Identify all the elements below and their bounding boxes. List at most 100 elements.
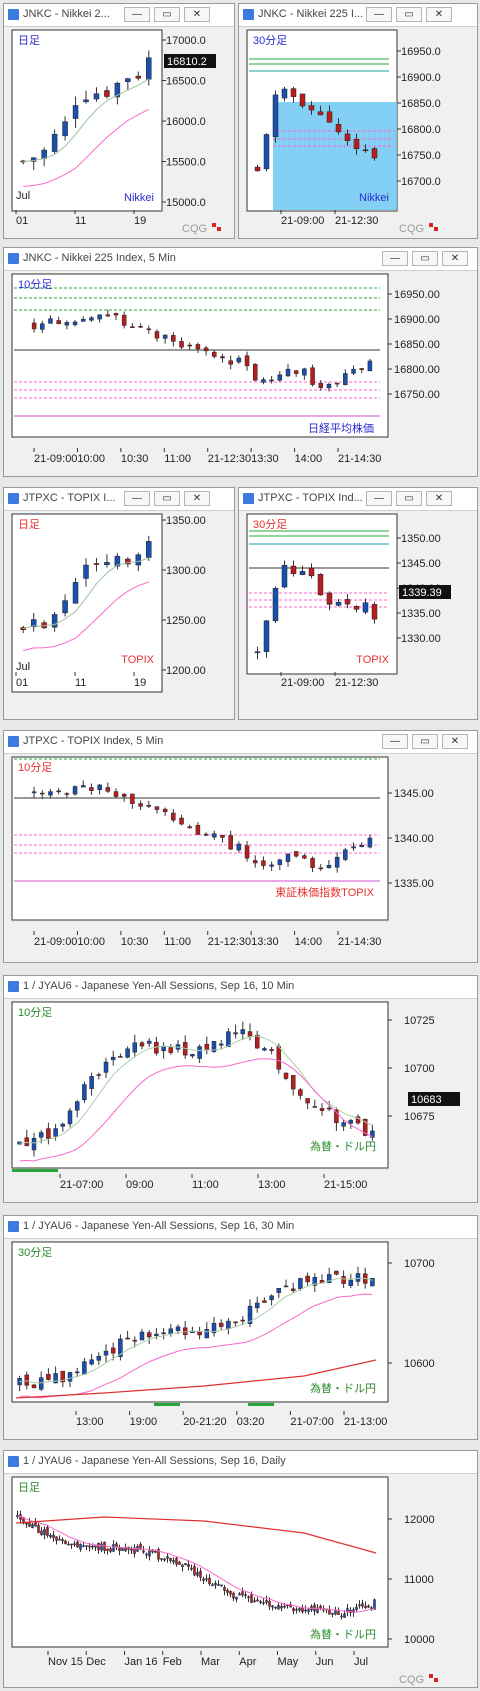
- minimize-button[interactable]: —: [366, 7, 392, 22]
- maximize-button[interactable]: ▭: [412, 251, 438, 266]
- minimize-button[interactable]: —: [382, 251, 408, 266]
- interval-label: 10分足: [18, 278, 52, 291]
- maximize-button[interactable]: ▭: [154, 491, 180, 506]
- moving-average: [23, 108, 149, 187]
- y-tick-label: 1350.00: [401, 533, 441, 545]
- candle-body: [373, 1599, 376, 1610]
- candle-body: [145, 1553, 148, 1556]
- maximize-button[interactable]: ▭: [412, 734, 438, 749]
- close-button[interactable]: ✕: [426, 7, 452, 22]
- y-tick-label: 1350.00: [166, 515, 206, 527]
- chart-window-nikkei-30min[interactable]: JNKC - Nikkei 225 I... — ▭ ✕ 16950.0 1690…: [238, 3, 478, 239]
- candle-body: [187, 826, 192, 829]
- candle-body: [133, 1547, 136, 1554]
- title-bar[interactable]: JTPXC - TOPIX Ind... — ▭ ✕: [239, 488, 477, 511]
- candle-body: [310, 858, 315, 868]
- candle-body: [276, 1287, 282, 1293]
- app-icon: [8, 9, 19, 20]
- close-button[interactable]: ✕: [184, 7, 210, 22]
- close-button[interactable]: ✕: [184, 491, 210, 506]
- session-bar: [12, 1169, 58, 1172]
- logo-dot: [217, 227, 221, 231]
- moving-average: [19, 1058, 373, 1162]
- candle-body: [52, 1534, 55, 1539]
- candle-body: [262, 1048, 267, 1051]
- chart-window-topix-daily[interactable]: JTPXC - TOPIX I... — ▭ ✕ 1350.00 1300.00 1…: [3, 487, 235, 720]
- x-tick-label: Nov 15: [48, 1656, 83, 1668]
- title-bar[interactable]: 1 / JYAU6 - Japanese Yen-All Sessions, S…: [4, 976, 477, 999]
- y-tick-label: 12000: [404, 1514, 435, 1526]
- candle-body: [226, 1031, 231, 1048]
- x-tick-label: 14:00: [295, 936, 323, 948]
- chart-area[interactable]: 16950.00 16900.00 16850.00 16800.00 16750.00…: [4, 270, 477, 476]
- candle-body: [162, 808, 168, 813]
- minimize-button[interactable]: —: [124, 7, 150, 22]
- chart-window-yen-30min[interactable]: 1 / JYAU6 - Japanese Yen-All Sessions, S…: [3, 1215, 478, 1440]
- x-tick-label: 03:20: [237, 1416, 265, 1428]
- chart-window-yen-daily[interactable]: 1 / JYAU6 - Japanese Yen-All Sessions, S…: [3, 1450, 478, 1688]
- chart-window-nikkei-daily[interactable]: JNKC - Nikkei 2... — ▭ ✕ 17000.0 16500.0 1…: [3, 3, 235, 239]
- maximize-button[interactable]: ▭: [396, 491, 422, 506]
- close-button[interactable]: ✕: [442, 734, 468, 749]
- interval-label: 日足: [18, 35, 40, 47]
- candle-body: [48, 318, 53, 324]
- x-tick-label: 14:00: [295, 453, 323, 465]
- minimize-button[interactable]: —: [124, 491, 150, 506]
- title-bar[interactable]: JNKC - Nikkei 225 I... — ▭ ✕: [239, 4, 477, 27]
- candle-body: [240, 1319, 246, 1322]
- candle-body: [142, 1550, 145, 1553]
- app-icon: [8, 253, 19, 264]
- candle-body: [148, 1550, 151, 1557]
- chart-window-yen-10min[interactable]: 1 / JYAU6 - Japanese Yen-All Sessions, S…: [3, 975, 478, 1203]
- candle-body: [212, 833, 217, 838]
- candle-body: [298, 1278, 303, 1290]
- title-bar[interactable]: JNKC - Nikkei 225 Index, 5 Min — ▭ ✕: [4, 248, 477, 271]
- symbol-label: Nikkei: [359, 192, 389, 204]
- chart-window-topix-5min[interactable]: JTPXC - TOPIX Index, 5 Min — ▭ ✕ 1345.00…: [3, 730, 478, 963]
- maximize-button[interactable]: ▭: [154, 7, 180, 22]
- candle-body: [301, 1607, 304, 1613]
- x-tick-label: Feb: [163, 1656, 182, 1668]
- chart-window-topix-30min[interactable]: JTPXC - TOPIX Ind... — ▭ ✕ 1350.00 1345.0…: [238, 487, 478, 720]
- close-button[interactable]: ✕: [426, 491, 452, 506]
- chart-area[interactable]: 1350.00 1300.00 1250.00 1200.00 日足 TOPIX Jul 01…: [4, 510, 234, 719]
- candle-body: [104, 562, 110, 565]
- title-bar[interactable]: 1 / JYAU6 - Japanese Yen-All Sessions, S…: [4, 1216, 477, 1239]
- minimize-button[interactable]: —: [366, 491, 392, 506]
- title-bar[interactable]: 1 / JYAU6 - Japanese Yen-All Sessions, S…: [4, 1451, 477, 1474]
- candle-body: [30, 619, 37, 628]
- candle-body: [135, 75, 142, 79]
- x-tick-label: 01: [16, 215, 28, 227]
- candle-body: [121, 314, 127, 326]
- minimize-button[interactable]: —: [382, 734, 408, 749]
- close-button[interactable]: ✕: [442, 251, 468, 266]
- chart-area[interactable]: 16950.0 16900.0 16850.0 16800.0 16750.0 16700…: [239, 26, 477, 238]
- candle-body: [146, 541, 152, 558]
- candle-body: [121, 1547, 124, 1551]
- candle-body: [250, 1594, 253, 1603]
- candle-body: [40, 1530, 43, 1535]
- x-tick-label: 21-07:00: [290, 1416, 333, 1428]
- chart-window-nikkei-5min[interactable]: JNKC - Nikkei 225 Index, 5 Min — ▭ ✕ 169…: [3, 247, 478, 477]
- chart-area[interactable]: 1350.001345.001340.001335.001330.0030分足T…: [239, 510, 477, 719]
- symbol-label: TOPIX: [121, 654, 154, 666]
- x-tick-label: Dec: [86, 1656, 106, 1668]
- candle-body: [343, 373, 348, 385]
- chart-area[interactable]: 17000.0 16500.0 16000.0 15500.0 15000.0 日足 Nik…: [4, 26, 234, 238]
- candle-body: [125, 1048, 130, 1058]
- title-bar[interactable]: JNKC - Nikkei 2... — ▭ ✕: [4, 4, 234, 27]
- y-tick-label: 15500.0: [166, 157, 206, 169]
- maximize-button[interactable]: ▭: [396, 7, 422, 22]
- x-tick-label: May: [278, 1656, 299, 1668]
- candle-body: [106, 1548, 109, 1551]
- title-bar[interactable]: JTPXC - TOPIX Index, 5 Min — ▭ ✕: [4, 731, 477, 754]
- candle-body: [89, 317, 94, 321]
- candle-body: [343, 849, 348, 860]
- title-bar[interactable]: JTPXC - TOPIX I... — ▭ ✕: [4, 488, 234, 511]
- x-tick-label: 01: [16, 677, 28, 689]
- candle-body: [146, 328, 152, 331]
